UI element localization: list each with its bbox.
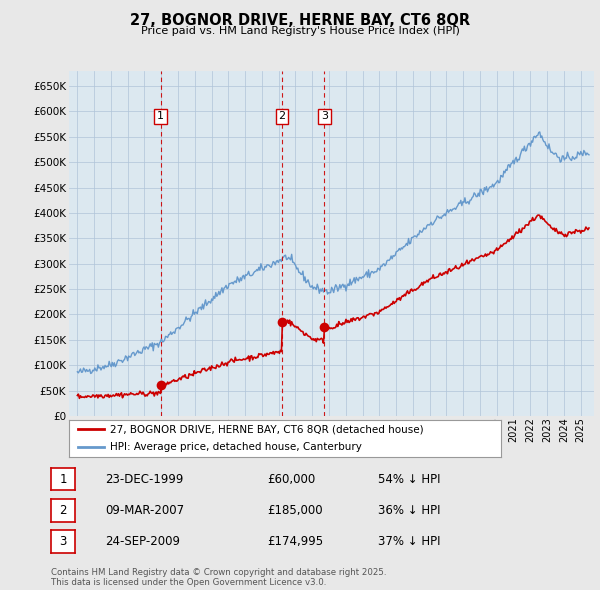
Text: 37% ↓ HPI: 37% ↓ HPI (378, 535, 440, 548)
Text: 1: 1 (59, 473, 67, 486)
Text: £185,000: £185,000 (267, 504, 323, 517)
Text: £174,995: £174,995 (267, 535, 323, 548)
Text: HPI: Average price, detached house, Canterbury: HPI: Average price, detached house, Cant… (110, 442, 362, 452)
Text: £60,000: £60,000 (267, 473, 315, 486)
Text: 3: 3 (321, 112, 328, 122)
Text: 27, BOGNOR DRIVE, HERNE BAY, CT6 8QR: 27, BOGNOR DRIVE, HERNE BAY, CT6 8QR (130, 13, 470, 28)
Text: Contains HM Land Registry data © Crown copyright and database right 2025.
This d: Contains HM Land Registry data © Crown c… (51, 568, 386, 587)
Text: 27, BOGNOR DRIVE, HERNE BAY, CT6 8QR (detached house): 27, BOGNOR DRIVE, HERNE BAY, CT6 8QR (de… (110, 424, 424, 434)
Text: 54% ↓ HPI: 54% ↓ HPI (378, 473, 440, 486)
Text: 1: 1 (157, 112, 164, 122)
Text: 2: 2 (278, 112, 286, 122)
Text: 09-MAR-2007: 09-MAR-2007 (105, 504, 184, 517)
Text: 36% ↓ HPI: 36% ↓ HPI (378, 504, 440, 517)
Text: 3: 3 (59, 535, 67, 548)
Text: 24-SEP-2009: 24-SEP-2009 (105, 535, 180, 548)
Text: 23-DEC-1999: 23-DEC-1999 (105, 473, 184, 486)
Text: 2: 2 (59, 504, 67, 517)
Text: Price paid vs. HM Land Registry's House Price Index (HPI): Price paid vs. HM Land Registry's House … (140, 26, 460, 35)
